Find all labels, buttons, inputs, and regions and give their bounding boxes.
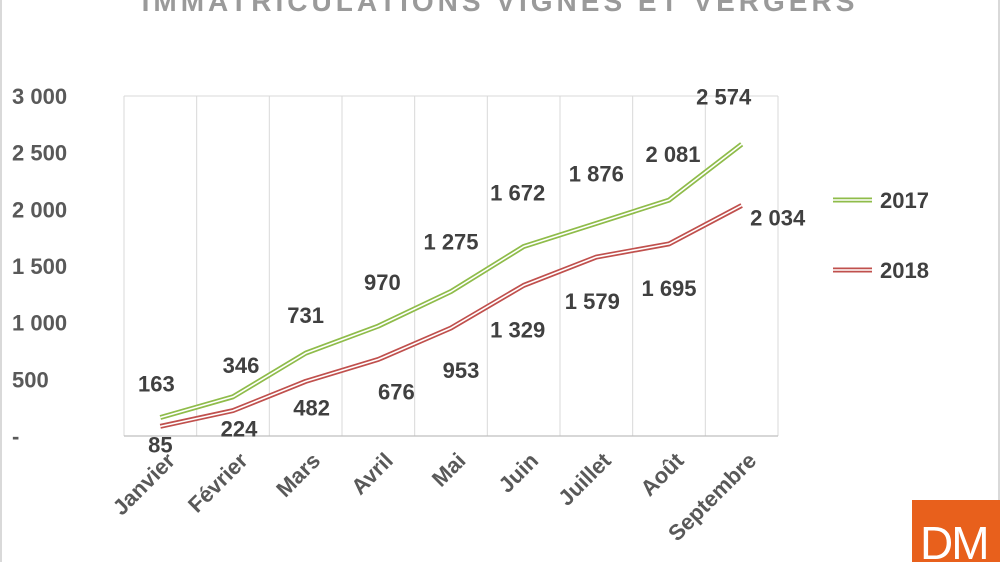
y-tick-label: 2 500 bbox=[12, 141, 67, 166]
data-label-2018: 676 bbox=[378, 379, 415, 404]
y-tick-label: - bbox=[12, 424, 19, 449]
x-tick-label: Juillet bbox=[553, 447, 616, 510]
data-label-2018: 224 bbox=[221, 417, 258, 442]
y-tick-label: 500 bbox=[12, 367, 49, 392]
data-label-2018: 482 bbox=[293, 395, 330, 420]
data-label-2017: 2 574 bbox=[696, 84, 752, 109]
legend-label-2018: 2018 bbox=[880, 258, 929, 283]
dm-logo: DM bbox=[912, 500, 1000, 562]
data-label-2017: 1 876 bbox=[569, 161, 624, 186]
x-tick-label: Juin bbox=[494, 448, 544, 498]
series-line-inner-2018 bbox=[160, 204, 743, 428]
x-tick-label: Août bbox=[635, 447, 689, 501]
x-tick-label: Mars bbox=[271, 448, 325, 502]
logo-text: DM bbox=[920, 517, 990, 562]
data-label-2017: 163 bbox=[138, 372, 175, 397]
data-label-2017: 731 bbox=[287, 303, 324, 328]
series-line-inner-2017 bbox=[160, 143, 743, 419]
y-tick-label: 1 500 bbox=[12, 254, 67, 279]
data-label-2017: 970 bbox=[364, 270, 401, 295]
data-label-2018: 953 bbox=[443, 358, 480, 383]
y-tick-label: 3 000 bbox=[12, 84, 67, 109]
x-tick-label: Janvier bbox=[108, 448, 180, 520]
legend-label-2017: 2017 bbox=[880, 188, 929, 213]
x-tick-label: Avril bbox=[346, 448, 398, 500]
data-label-2018: 2 034 bbox=[750, 205, 806, 230]
y-tick-label: 1 000 bbox=[12, 311, 67, 336]
y-tick-label: 2 000 bbox=[12, 197, 67, 222]
data-label-2018: 1 329 bbox=[490, 317, 545, 342]
data-label-2018: 1 695 bbox=[641, 276, 696, 301]
chart-title: IMMATRICULATIONS VIGNES ET VERGERS bbox=[141, 0, 859, 17]
data-label-2017: 2 081 bbox=[645, 142, 700, 167]
data-label-2018: 1 579 bbox=[565, 289, 620, 314]
data-label-2017: 346 bbox=[223, 353, 260, 378]
x-tick-label: Mai bbox=[427, 448, 471, 492]
data-label-2017: 1 275 bbox=[423, 230, 478, 255]
data-label-2018: 85 bbox=[148, 432, 172, 457]
x-tick-label: Février bbox=[183, 448, 253, 518]
data-label-2017: 1 672 bbox=[490, 181, 545, 206]
